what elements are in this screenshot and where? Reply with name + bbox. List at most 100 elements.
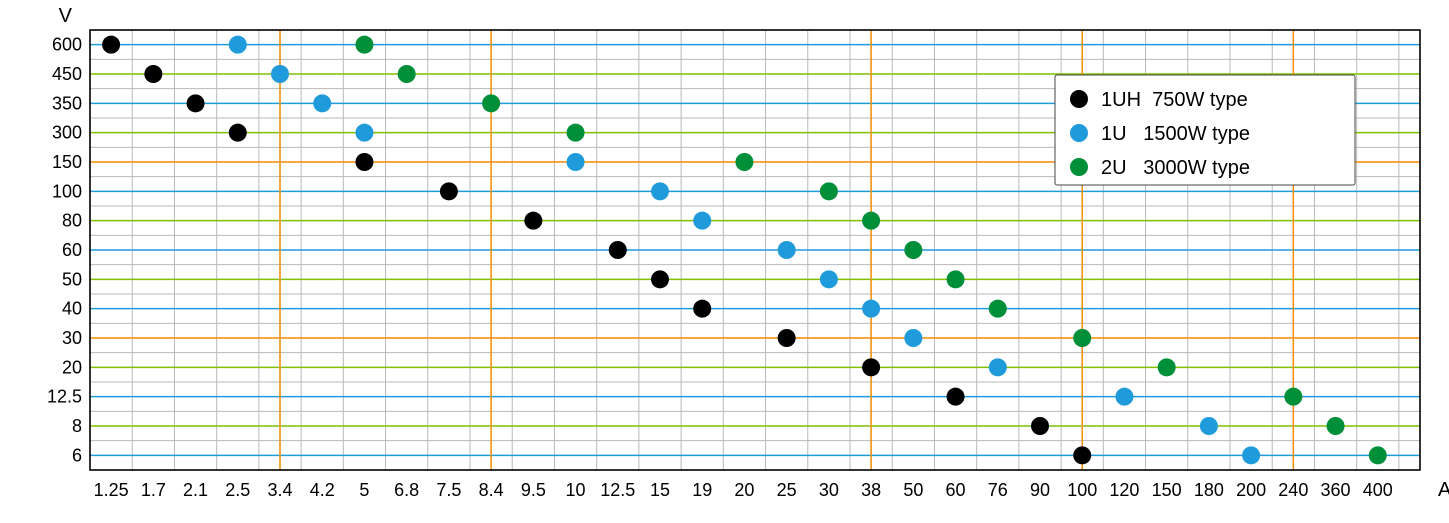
data-point [1158, 358, 1176, 376]
data-point [989, 300, 1007, 318]
legend-label: 1U 1500W type [1101, 123, 1250, 145]
x-tick-label: 15 [650, 480, 670, 500]
y-tick-label: 50 [62, 269, 82, 289]
data-point [524, 212, 542, 230]
data-point [651, 182, 669, 200]
data-point [355, 124, 373, 142]
y-tick-label: 80 [62, 211, 82, 231]
data-point [398, 65, 416, 83]
y-tick-label: 8 [72, 416, 82, 436]
data-point [904, 241, 922, 259]
x-tick-label: 240 [1278, 480, 1308, 500]
x-tick-label: 7.5 [436, 480, 461, 500]
legend-marker [1070, 158, 1088, 176]
data-point [862, 358, 880, 376]
data-point [567, 124, 585, 142]
x-tick-label: 150 [1152, 480, 1182, 500]
data-point [651, 270, 669, 288]
x-axis-label: A [1438, 479, 1449, 501]
data-point [862, 212, 880, 230]
data-point [904, 329, 922, 347]
data-point [567, 153, 585, 171]
x-tick-label: 1.7 [141, 480, 166, 500]
data-point [1073, 446, 1091, 464]
y-tick-label: 300 [52, 123, 82, 143]
x-tick-label: 25 [777, 480, 797, 500]
x-tick-label: 400 [1363, 480, 1393, 500]
x-tick-label: 180 [1194, 480, 1224, 500]
data-point [989, 358, 1007, 376]
data-point [229, 124, 247, 142]
y-tick-label: 450 [52, 64, 82, 84]
data-point [1369, 446, 1387, 464]
legend-label: 1UH 750W type [1101, 89, 1248, 111]
data-point [229, 36, 247, 54]
power-supply-chart: 600 450 350 300 150 100 80 60 50 40 30 20 12.5 8 6 V 1.2… [0, 0, 1449, 523]
data-point [144, 65, 162, 83]
y-tick-label: 100 [52, 181, 82, 201]
x-tick-label: 3.4 [267, 480, 292, 500]
x-tick-label: 120 [1109, 480, 1139, 500]
x-tick-label: 8.4 [479, 480, 504, 500]
data-point [947, 270, 965, 288]
y-tick-label: 150 [52, 152, 82, 172]
x-tick-label: 200 [1236, 480, 1266, 500]
x-tick-label: 4.2 [310, 480, 335, 500]
data-point [313, 94, 331, 112]
data-point [947, 388, 965, 406]
x-tick-label: 6.8 [394, 480, 419, 500]
data-point [735, 153, 753, 171]
y-tick-label: 6 [72, 445, 82, 465]
data-point [1327, 417, 1345, 435]
x-tick-label: 60 [946, 480, 966, 500]
x-tick-label: 19 [692, 480, 712, 500]
data-point [862, 300, 880, 318]
x-tick-label: 12.5 [600, 480, 635, 500]
data-point [693, 212, 711, 230]
data-point [778, 241, 796, 259]
y-tick-label: 12.5 [47, 387, 82, 407]
y-tick-label: 350 [52, 93, 82, 113]
data-point [1073, 329, 1091, 347]
x-tick-label: 2.5 [225, 480, 250, 500]
data-point [102, 36, 120, 54]
legend-marker [1070, 90, 1088, 108]
data-point [820, 270, 838, 288]
data-point [1284, 388, 1302, 406]
data-point [1115, 388, 1133, 406]
data-point [820, 182, 838, 200]
data-point [440, 182, 458, 200]
x-tick-label: 38 [861, 480, 881, 500]
legend-marker [1070, 124, 1088, 142]
data-point [482, 94, 500, 112]
x-tick-label: 100 [1067, 480, 1097, 500]
data-point [1242, 446, 1260, 464]
data-point [355, 36, 373, 54]
x-tick-label: 76 [988, 480, 1008, 500]
y-tick-label: 600 [52, 35, 82, 55]
x-tick-label: 5 [359, 480, 369, 500]
y-tick-label: 40 [62, 299, 82, 319]
x-tick-label: 50 [903, 480, 923, 500]
x-tick-label: 20 [734, 480, 754, 500]
x-tick-label: 2.1 [183, 480, 208, 500]
data-point [778, 329, 796, 347]
x-tick-label: 1.25 [94, 480, 129, 500]
x-tick-label: 90 [1030, 480, 1050, 500]
y-axis-label: V [59, 5, 73, 27]
data-point [693, 300, 711, 318]
x-tick-label: 10 [566, 480, 586, 500]
x-tick-label: 9.5 [521, 480, 546, 500]
y-tick-label: 60 [62, 240, 82, 260]
data-point [1200, 417, 1218, 435]
y-tick-label: 30 [62, 328, 82, 348]
x-tick-label: 30 [819, 480, 839, 500]
y-tick-label: 20 [62, 357, 82, 377]
data-point [187, 94, 205, 112]
chart-svg: 600 450 350 300 150 100 80 60 50 40 30 20 12.5 8 6 V 1.2… [0, 0, 1449, 523]
legend-label: 2U 3000W type [1101, 157, 1250, 179]
data-point [609, 241, 627, 259]
data-point [271, 65, 289, 83]
data-point [355, 153, 373, 171]
x-tick-label: 360 [1321, 480, 1351, 500]
